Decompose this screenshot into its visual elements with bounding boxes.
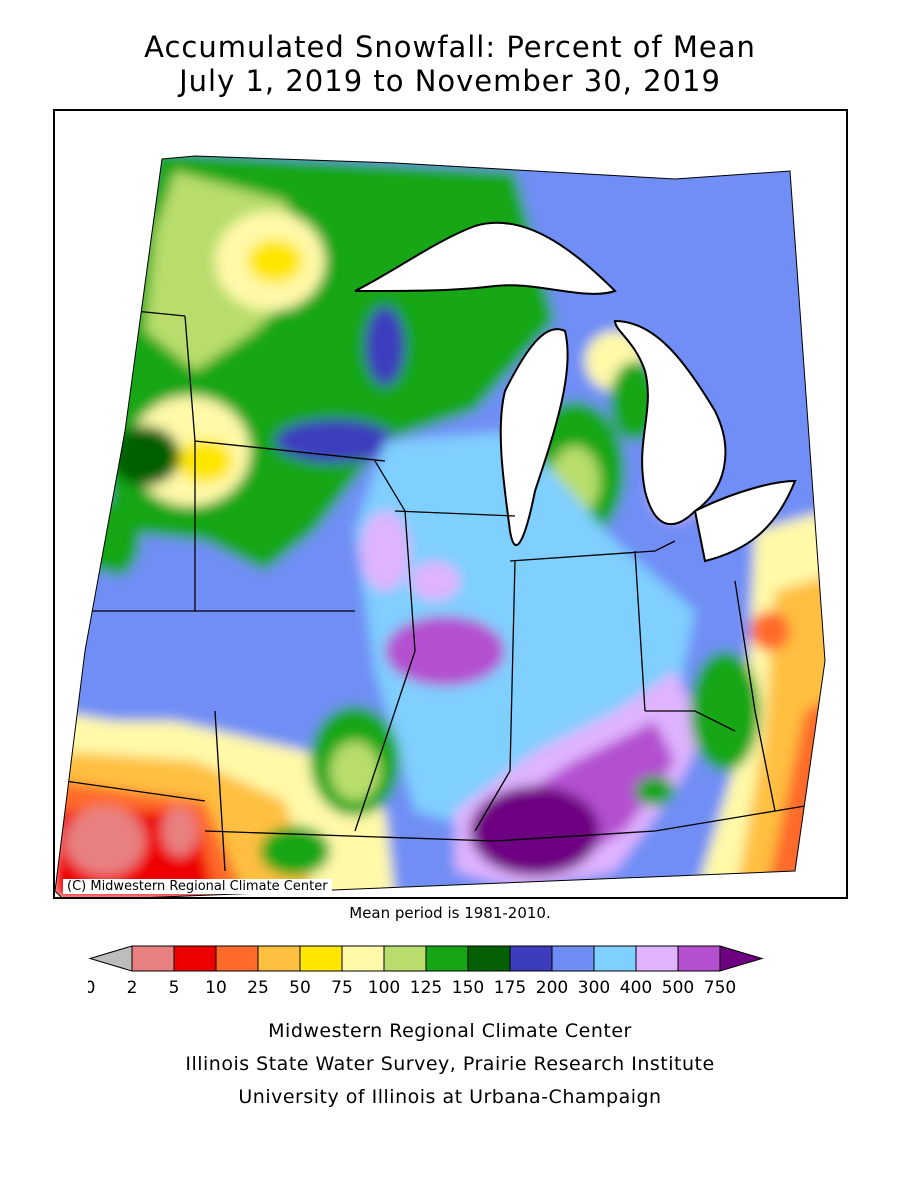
legend-tick-label: 500	[662, 978, 694, 998]
legend-tick-label: 2	[127, 978, 138, 998]
legend-swatch	[593, 945, 637, 972]
legend-tick-label: 0	[88, 978, 95, 998]
legend-swatch	[425, 945, 469, 972]
legend-swatch	[635, 945, 679, 972]
legend-swatch	[131, 945, 175, 972]
legend-swatch	[257, 945, 301, 972]
legend-tick-label: 10	[205, 978, 227, 998]
map-svg	[55, 155, 826, 897]
legend-swatch	[509, 945, 553, 972]
legend-tick-label: 150	[452, 978, 484, 998]
legend-tick-label: 400	[620, 978, 652, 998]
legend-swatch	[551, 945, 595, 972]
legend-swatch	[299, 945, 343, 972]
legend-tick-label: 75	[331, 978, 353, 998]
legend-tick-label: 25	[247, 978, 269, 998]
legend-tick-label: 125	[410, 978, 442, 998]
legend-tick-label: 750	[704, 978, 736, 998]
legend-swatch	[383, 945, 427, 972]
legend-swatch	[341, 945, 385, 972]
credit-line-3: University of Illinois at Urbana-Champai…	[238, 1086, 662, 1108]
copyright-label: (C) Midwestern Regional Climate Center	[63, 879, 332, 894]
legend-swatch	[467, 945, 511, 972]
credit-line-1: Midwestern Regional Climate Center	[268, 1020, 632, 1042]
map-subtitle: July 1, 2019 to November 30, 2019	[179, 64, 721, 98]
legend-swatch	[215, 945, 259, 972]
mean-period-note: Mean period is 1981-2010.	[349, 904, 551, 922]
legend-swatch	[677, 945, 721, 972]
credit-line-2: Illinois State Water Survey, Prairie Res…	[185, 1053, 715, 1075]
legend-tick-label: 300	[578, 978, 610, 998]
legend-arrow-low	[88, 945, 133, 972]
legend-arrow-high	[719, 945, 764, 972]
legend-tick-label: 175	[494, 978, 526, 998]
color-legend: 0 2 5 10 25 50 75 100 125 150 175 200 300 400 500 750	[88, 945, 764, 998]
legend-tick-label: 200	[536, 978, 568, 998]
legend-tick-label: 100	[368, 978, 400, 998]
legend-tick-label: 5	[169, 978, 180, 998]
map-title: Accumulated Snowfall: Percent of Mean	[144, 30, 756, 64]
snowfall-map: (C) Midwestern Regional Climate Center	[53, 109, 848, 899]
legend-tick-label: 50	[289, 978, 311, 998]
legend-swatch	[173, 945, 217, 972]
